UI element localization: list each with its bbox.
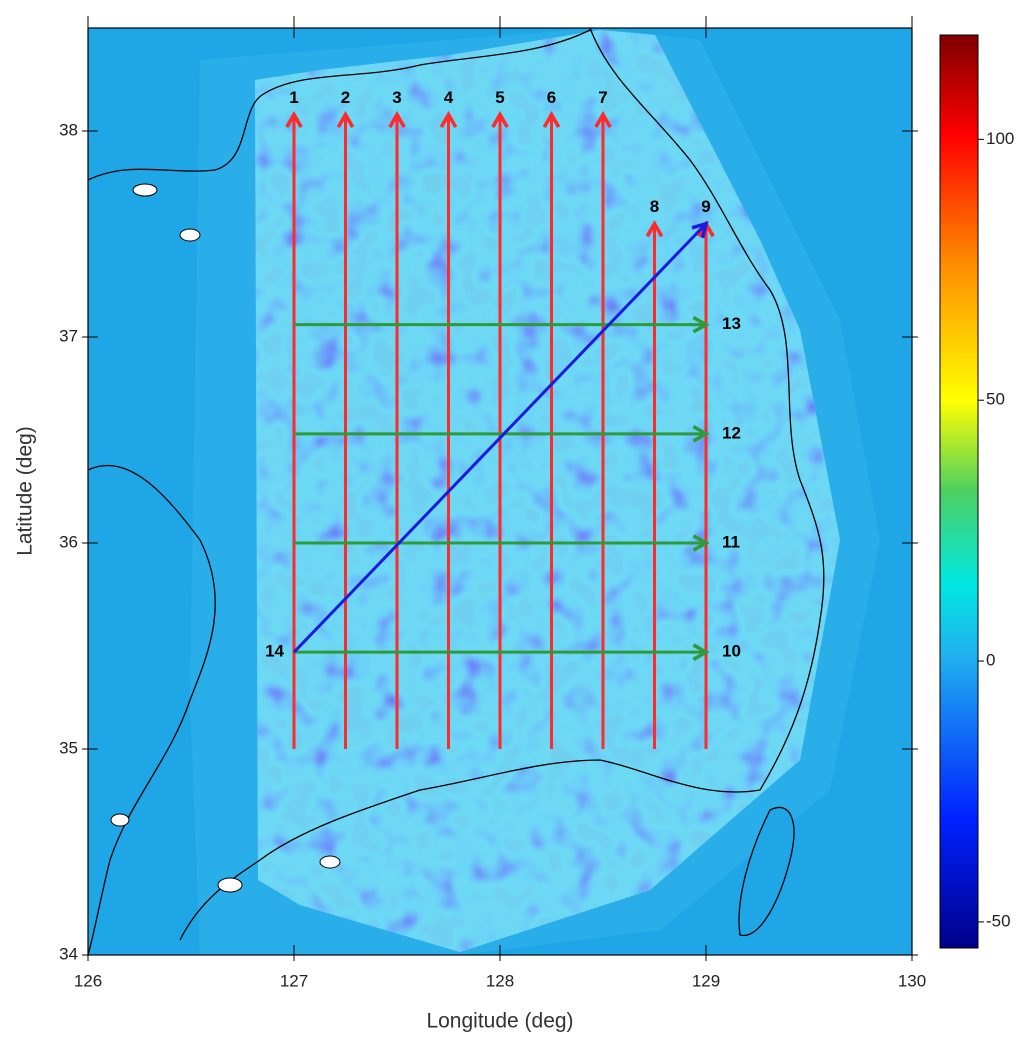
colorbar-tick-label: 100 <box>986 129 1014 148</box>
profile-label: 14 <box>265 642 284 661</box>
x-tick-label: 126 <box>74 971 102 990</box>
y-tick-label: 35 <box>59 738 78 757</box>
profile-label: 12 <box>722 423 741 442</box>
profile-label: 1 <box>289 88 298 107</box>
profile-label: 13 <box>722 314 741 333</box>
x-tick-label: 127 <box>280 971 308 990</box>
x-axis-label: Longitude (deg) <box>426 1010 573 1033</box>
colorbar-tick-label: 50 <box>986 390 1005 409</box>
profile-label: 3 <box>392 88 401 107</box>
x-tick-label: 130 <box>898 971 926 990</box>
colorbar-tick-label: -50 <box>986 911 1011 930</box>
profile-label: 4 <box>444 88 454 107</box>
colorbar-tick-label: 0 <box>986 651 995 670</box>
profile-line <box>292 221 709 654</box>
profile-label: 9 <box>701 197 710 216</box>
y-tick-label: 38 <box>59 120 78 139</box>
y-tick-label: 36 <box>59 532 78 551</box>
profile-label: 8 <box>650 197 659 216</box>
y-axis-label: Latitude (deg) <box>14 426 37 556</box>
profile-label: 10 <box>722 642 741 661</box>
profile-label: 11 <box>722 532 740 551</box>
x-tick-label: 129 <box>692 971 720 990</box>
y-tick-label: 34 <box>59 944 78 963</box>
profile-label: 6 <box>547 88 556 107</box>
colorbar <box>939 34 979 949</box>
profile-label: 7 <box>598 88 607 107</box>
y-tick-label: 37 <box>59 326 78 345</box>
profile-label: 2 <box>341 88 350 107</box>
x-tick-label: 128 <box>486 971 514 990</box>
profile-label: 5 <box>495 88 504 107</box>
